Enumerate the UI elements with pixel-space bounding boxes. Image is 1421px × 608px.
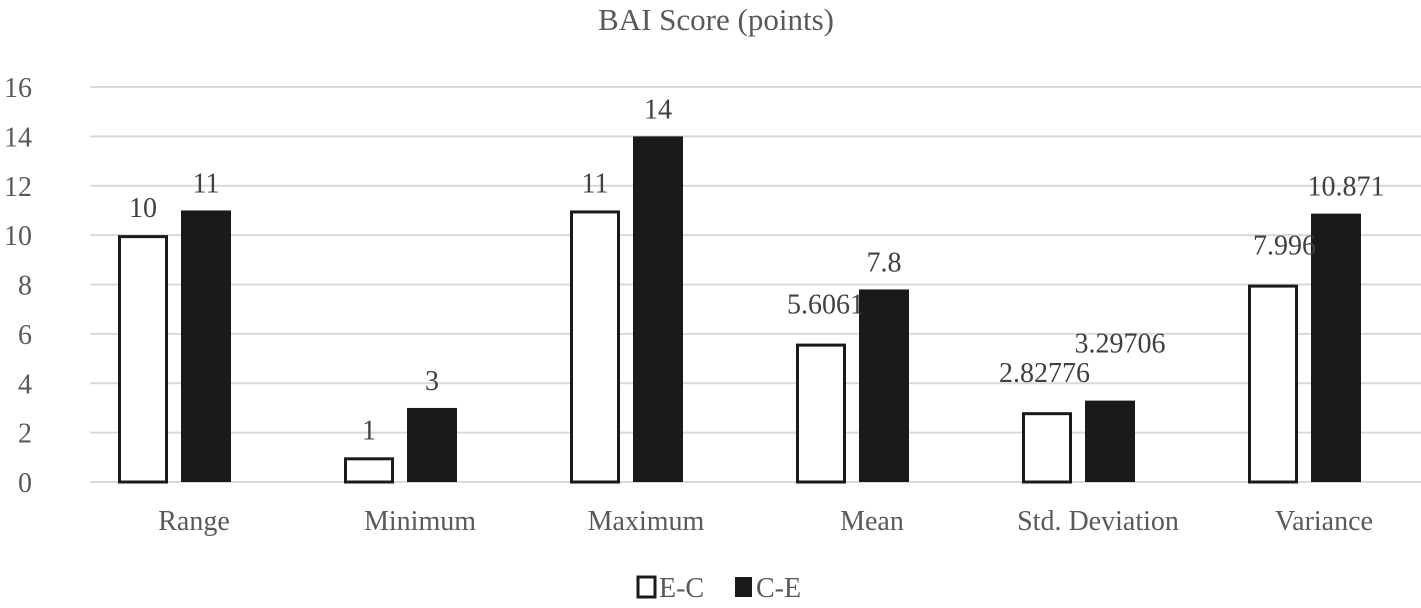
data-label: 14 bbox=[644, 94, 672, 125]
data-label: 3 bbox=[425, 366, 439, 397]
y-axis-ticks: 0 2 4 6 8 10 12 14 16 bbox=[4, 73, 32, 499]
y-tick-label: 0 bbox=[18, 468, 32, 499]
y-tick-label: 12 bbox=[4, 172, 32, 203]
x-category-label: Range bbox=[158, 506, 230, 537]
y-tick-label: 10 bbox=[4, 221, 32, 252]
bar-e-c-range bbox=[118, 235, 168, 484]
legend-label-c-e: C-E bbox=[756, 573, 801, 604]
y-tick-label: 14 bbox=[4, 122, 32, 153]
bar-c-e-minimum bbox=[407, 407, 457, 482]
legend-swatch-c-e bbox=[735, 577, 752, 597]
data-label: 11 bbox=[193, 168, 220, 199]
chart-title: BAI Score (points) bbox=[598, 2, 834, 37]
data-labels: 10111311145.60617.82.827763.297067.99610… bbox=[129, 94, 1385, 446]
bar-e-c-variance bbox=[1248, 284, 1298, 484]
category-labels: Range Minimum Maximum Mean Std. Deviation Var… bbox=[158, 506, 1373, 537]
y-tick-label: 8 bbox=[18, 271, 32, 302]
bar-e-c-minimum bbox=[344, 457, 394, 484]
gridlines bbox=[90, 86, 1421, 483]
bar-c-e-std-deviation bbox=[1085, 400, 1135, 482]
data-label: 11 bbox=[582, 168, 609, 199]
data-label: 1 bbox=[362, 415, 376, 446]
data-label: 7.8 bbox=[867, 247, 902, 278]
data-label: 10 bbox=[129, 193, 157, 224]
bar-c-e-variance bbox=[1311, 213, 1361, 482]
bar-e-c-maximum bbox=[570, 210, 620, 484]
x-category-label: Variance bbox=[1275, 506, 1373, 537]
bars bbox=[118, 136, 1361, 484]
bar-e-c-mean bbox=[796, 343, 846, 484]
x-category-label: Std. Deviation bbox=[1017, 506, 1179, 537]
data-label: 10.871 bbox=[1308, 172, 1385, 203]
x-category-label: Maximum bbox=[588, 506, 705, 537]
bar-c-e-mean bbox=[859, 289, 909, 482]
bar-c-e-range bbox=[181, 210, 231, 482]
y-tick-label: 6 bbox=[18, 320, 32, 351]
legend-label-e-c: E-C bbox=[659, 573, 704, 604]
bar-e-c-std-deviation bbox=[1022, 412, 1072, 484]
x-category-label: Mean bbox=[840, 506, 904, 537]
x-category-label: Minimum bbox=[364, 506, 476, 537]
data-label: 2.82776 bbox=[999, 358, 1090, 389]
y-tick-label: 2 bbox=[18, 419, 32, 450]
data-label: 3.29706 bbox=[1075, 329, 1166, 360]
data-label: 7.996 bbox=[1253, 231, 1316, 262]
y-tick-label: 16 bbox=[4, 73, 32, 104]
y-tick-label: 4 bbox=[18, 369, 32, 400]
data-label: 5.6061 bbox=[787, 290, 864, 321]
legend-swatch-e-c bbox=[636, 575, 657, 599]
bar-c-e-maximum bbox=[633, 136, 683, 482]
legend: E-C C-E bbox=[636, 573, 801, 604]
